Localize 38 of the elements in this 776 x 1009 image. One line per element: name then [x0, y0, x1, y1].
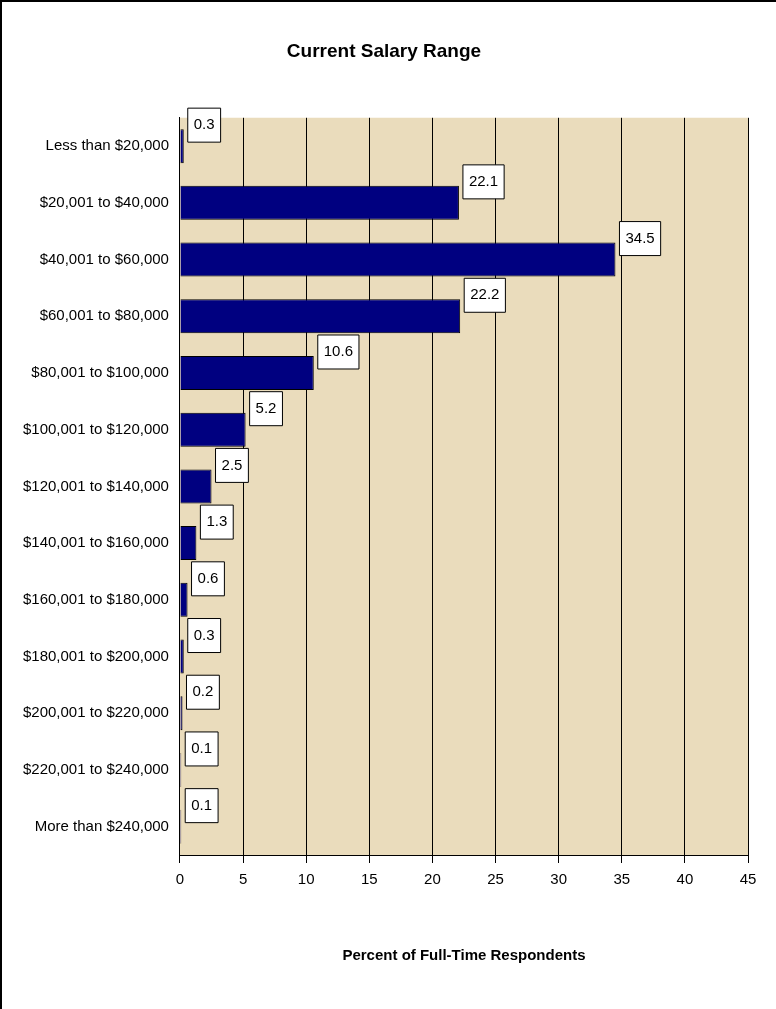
data-label: 34.5: [625, 228, 655, 246]
data-label: 0.3: [193, 625, 215, 643]
y-tick-label: $120,001 to $140,000: [22, 476, 169, 494]
data-label: 10.6: [323, 342, 353, 360]
x-tick-label: 30: [550, 870, 567, 888]
y-tick-label: $180,001 to $200,000: [22, 646, 169, 664]
y-tick-label: More than $240,000: [34, 816, 169, 834]
y-tick-label: Less than $20,000: [45, 136, 169, 154]
y-tick-label: $140,001 to $160,000: [22, 533, 169, 551]
x-tick-label: 0: [175, 870, 185, 888]
x-tick-label: 20: [424, 870, 441, 888]
data-label: 0.3: [193, 115, 215, 133]
data-label: 0.6: [197, 568, 219, 586]
data-label: 0.2: [192, 682, 214, 700]
data-label: 5.2: [255, 398, 277, 416]
data-label: 22.2: [470, 285, 500, 303]
x-axis-title: Percent of Full-Time Respondents: [342, 946, 586, 964]
y-tick-label: $160,001 to $180,000: [22, 589, 169, 607]
data-label: 2.5: [221, 455, 243, 473]
chart-title: Current Salary Range: [286, 39, 482, 61]
x-tick-label: 15: [360, 870, 378, 888]
data-label: 0.1: [191, 739, 213, 757]
x-tick-label: 25: [487, 870, 504, 888]
y-tick-label: $220,001 to $240,000: [22, 760, 169, 778]
x-tick-label: 35: [613, 870, 631, 888]
x-tick-label: 40: [676, 870, 694, 888]
data-label: 1.3: [206, 512, 228, 530]
x-tick-label: 45: [739, 870, 757, 888]
y-tick-label: $20,001 to $40,000: [39, 193, 169, 210]
y-tick-label: $80,001 to $100,000: [31, 363, 169, 381]
x-tick-label: 10: [297, 870, 315, 888]
y-tick-label: $200,001 to $220,000: [22, 703, 169, 721]
data-label: 22.1: [468, 172, 499, 189]
y-tick-label: $40,001 to $60,000: [39, 249, 169, 267]
data-label: 0.1: [191, 795, 213, 813]
y-tick-label: $60,001 to $80,000: [39, 306, 169, 324]
y-tick-label: $100,001 to $120,000: [22, 419, 169, 437]
x-tick-label: 5: [238, 870, 248, 888]
